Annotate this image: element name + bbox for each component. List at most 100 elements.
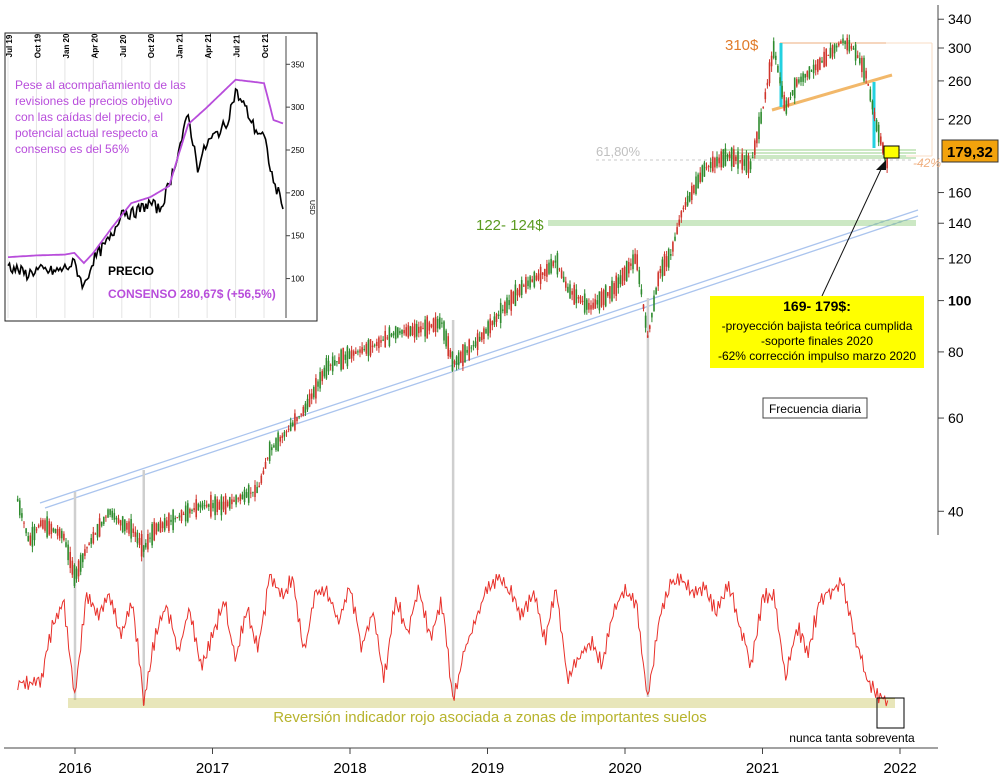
price-candle-body [168,513,170,532]
price-candle-body [40,520,42,527]
price-candle-body [659,269,662,274]
price-candle-body [867,83,870,86]
inset-note-line-1: Pese al acompañamiento de las [15,78,186,92]
price-candle-body [388,327,391,347]
price-candle-body [409,326,412,336]
price-candle-body [600,291,603,307]
time-x-tick-label: 2022 [883,760,916,777]
price-candle-body [273,445,275,448]
price-candle-body [793,77,796,99]
price-candle-body [642,304,645,309]
price-candle-body [678,219,681,226]
price-candle-body [495,313,498,322]
price-candle-body [304,403,307,413]
price-candle-body [772,41,775,58]
price-candle-body [90,537,93,544]
inset-x-tick-label: Oct 20 [147,33,156,58]
price-candle-body [541,272,544,275]
time-x-tick-label: 2020 [608,760,641,777]
price-candle-body [686,195,689,206]
price-candle-body [560,270,563,278]
price-candle-body [661,259,664,277]
price-candle-body [241,494,244,500]
price-candle-body [136,532,139,544]
price-candle-body [252,491,254,493]
price-candle-body [426,316,429,339]
price-y-tick-label: 160 [948,185,972,201]
price-candle-body [283,432,286,437]
price-candle-body [680,211,683,218]
price-candle-body [151,524,153,546]
price-candle-body [758,116,760,140]
price-candle-body [67,544,69,561]
price-y-tick-label: 120 [948,251,972,267]
price-candle-body [854,44,857,61]
price-candle-body [394,326,397,340]
price-candle-body [292,422,294,426]
price-candle-body [138,537,141,545]
price-candle-body [403,330,405,334]
price-y-tick-label: 80 [948,344,964,360]
price-candle-body [124,519,126,532]
target-note-1: -proyección bajista teórica cumplida [722,319,913,333]
price-candle-body [367,340,370,357]
price-candle-body [315,378,317,399]
price-candle-body [604,285,607,307]
price-candle-body [195,499,198,518]
price-candle-body [399,331,401,334]
price-candle-body [848,40,851,52]
price-candle-body [170,519,172,522]
price-candle-body [340,349,342,370]
price-candle-body [369,339,372,356]
price-candle-body [718,157,720,164]
price-candle-body [88,543,90,546]
inset-x-tick-label: Jul 19 [5,34,14,57]
price-candle-body [667,248,670,268]
price-candle-body [779,77,781,84]
price-candle-body [434,316,437,332]
price-candle-body [850,45,853,49]
price-candle-body [716,156,718,167]
price-y-tick-label: 40 [948,503,964,519]
inset-legend-consenso: CONSENSO 280,67$ (+56,5%) [108,287,276,301]
price-y-tick-label: 140 [948,215,972,231]
price-candle-body [623,266,626,281]
price-candle-body [401,329,403,335]
inset-x-tick-label: Oct 21 [261,33,270,58]
price-candle-body [747,155,750,174]
price-candle-body [539,266,542,284]
last-price-badge [941,139,999,163]
price-candle-body [182,513,185,515]
inset-note-line-3: con las caídas del precio, el [15,110,163,124]
price-candle-body [796,79,798,87]
price-candle-body [432,318,435,332]
price-candle-body [562,276,565,282]
price-candle-body [52,528,55,532]
price-candle-body [861,57,863,73]
price-candle-body [579,296,582,303]
price-candle-body [583,293,586,313]
inset-x-tick-label: Apr 21 [204,33,213,58]
price-candle-body [728,154,731,159]
price-candle-body [554,260,557,263]
price-candle-body [812,64,815,74]
price-candle-body [821,60,823,63]
price-candle-body [493,316,496,325]
price-candle-body [113,512,116,520]
inset-y-tick-label: 350 [291,60,305,69]
price-candle-body [481,332,483,341]
price-candle-body [268,441,271,461]
price-candle-body [119,520,122,526]
price-candle-body [382,339,384,341]
price-candle-body [405,327,408,336]
price-candle-body [376,341,378,346]
price-candle-body [361,347,363,354]
price-candle-body [105,516,107,518]
price-candle-body [804,74,807,78]
price-candle-body [455,356,458,365]
price-candle-body [877,124,880,143]
price-y-tick-label: 260 [948,73,972,89]
inset-x-tick-label: Jan 20 [62,33,71,58]
inset-x-tick-label: Jul 20 [119,34,128,57]
price-candle-body [163,518,166,531]
